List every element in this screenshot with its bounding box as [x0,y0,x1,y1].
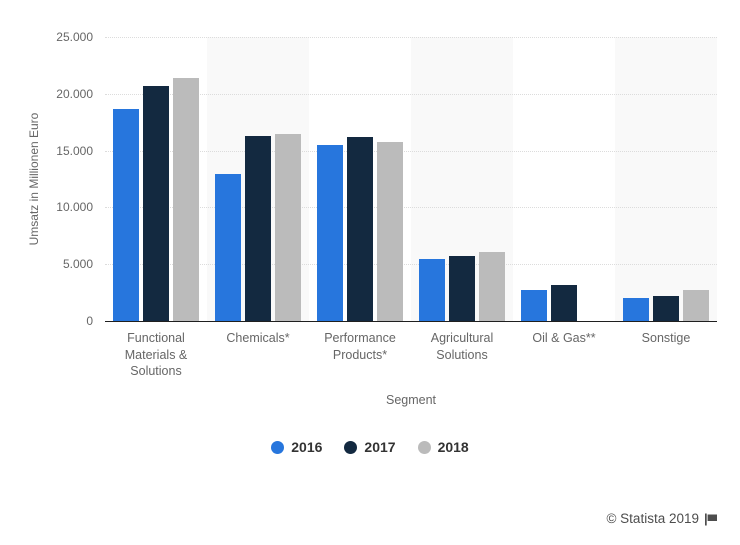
bar-group-functional-materials-solutions [105,37,207,321]
bar-agricultural-solutions-2016[interactable] [419,258,445,321]
legend-item-2016[interactable]: 2016 [271,439,322,455]
legend-label-2017: 2017 [364,439,396,455]
bar-oil-gas-2016[interactable] [521,290,547,321]
y-tick-label-0: 0 [86,314,93,328]
bar-oil-gas-2017[interactable] [551,284,577,321]
y-tick-label-15.000: 15.000 [56,143,93,158]
bar-group-sonstige [615,37,717,321]
x-category-label-chemicals: Chemicals* [226,331,290,345]
gridline-10.000 [105,207,717,209]
footer: © Statista 2019 [606,511,718,527]
y-tick-label-5.000: 5.000 [62,257,93,272]
gridline-25.000 [105,37,717,38]
bar-performance-products-2018[interactable] [377,141,403,321]
y-tick-label-10.000: 10.000 [56,200,93,215]
category-band-sonstige [615,37,717,321]
x-category-label-sonstige: Sonstige [641,331,691,345]
y-tick-label-25.000: 25.000 [56,30,93,44]
bar-functional-materials-solutions-2017[interactable] [143,85,169,321]
bar-chemicals-2016[interactable] [215,174,241,321]
legend-item-2018[interactable]: 2018 [417,439,469,455]
bars-layer [105,37,717,321]
legend-dot-2018 [417,440,431,454]
bar-group-oil-gas [513,37,615,321]
legend-label-2016: 2016 [291,439,323,455]
x-category-label-performance-products: Performance Products* [324,331,396,362]
bar-chemicals-2017[interactable] [245,135,271,321]
bar-sonstige-2018[interactable] [683,290,709,321]
bar-sonstige-2016[interactable] [623,298,649,321]
gridline-15.000 [105,150,717,152]
bar-group-performance-products [309,37,411,321]
y-axis-title: Umsatz in Millionen Euro [27,112,41,246]
bar-functional-materials-solutions-2018[interactable] [173,77,199,321]
x-category-label-oil-gas: Oil & Gas** [532,331,596,345]
bar-agricultural-solutions-2017[interactable] [449,256,475,321]
bar-agricultural-solutions-2018[interactable] [479,251,505,321]
bar-sonstige-2017[interactable] [653,296,679,321]
legend-dot-2016 [271,440,285,454]
bar-chemicals-2018[interactable] [275,133,301,321]
legend-item-2017[interactable]: 2017 [344,439,396,455]
copyright-text: © Statista 2019 [606,511,699,526]
bar-group-agricultural-solutions [411,37,513,321]
gridline-20.000 [105,93,717,95]
legend-label-2018: 2018 [437,439,469,455]
flag-icon [704,512,718,527]
x-axis-title: Segment [385,393,437,407]
x-category-label-functional-materials-solutions: Functional Materials & Solutions [124,331,188,378]
bar-group-chemicals [207,37,309,321]
gridline-5.000 [105,264,717,266]
y-tick-label-20.000: 20.000 [56,86,93,101]
x-category-label-agricultural-solutions: Agricultural Solutions [430,331,494,362]
bar-functional-materials-solutions-2016[interactable] [113,108,139,321]
bar-performance-products-2016[interactable] [317,144,343,321]
bar-performance-products-2017[interactable] [347,136,373,321]
legend: 2016 2017 2018 [0,438,740,456]
x-axis-line [105,321,717,322]
legend-dot-2017 [344,440,358,454]
